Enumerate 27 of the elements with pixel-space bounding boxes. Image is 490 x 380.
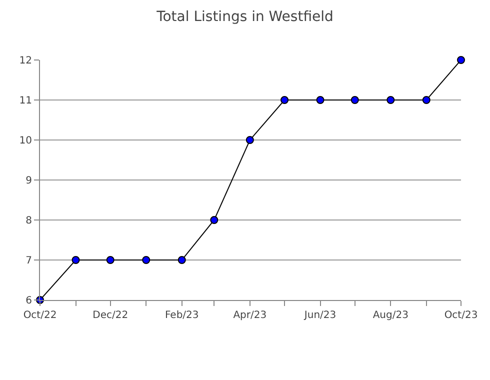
x-tick-label: Feb/23 — [164, 310, 199, 321]
y-tick-label: 7 — [26, 256, 32, 266]
x-tick-label: Oct/22 — [23, 310, 57, 321]
x-tick-label: Jun/23 — [303, 310, 336, 321]
point — [316, 96, 324, 104]
x-tick-label: Aug/23 — [372, 310, 408, 321]
point — [210, 216, 218, 224]
point — [72, 256, 80, 264]
point — [386, 96, 395, 104]
chart-title: Total Listings in Westfield — [156, 9, 334, 26]
point — [106, 256, 114, 264]
point — [350, 96, 359, 104]
point — [280, 96, 289, 104]
y-tick-label: 8 — [26, 216, 32, 226]
y-tick-label: 6 — [26, 296, 32, 306]
x-tick-label: Oct/23 — [444, 310, 478, 321]
point — [246, 136, 254, 144]
point — [178, 256, 186, 264]
y-tick-label: 9 — [26, 176, 32, 186]
point — [422, 96, 430, 104]
x-tick-label: Apr/23 — [233, 310, 267, 321]
point — [457, 56, 465, 64]
y-tick-label: 12 — [19, 56, 32, 66]
point — [142, 256, 150, 264]
y-tick-label: 10 — [19, 136, 32, 146]
y-tick-label: 11 — [19, 96, 32, 106]
x-tick-label: Dec/22 — [92, 310, 128, 321]
